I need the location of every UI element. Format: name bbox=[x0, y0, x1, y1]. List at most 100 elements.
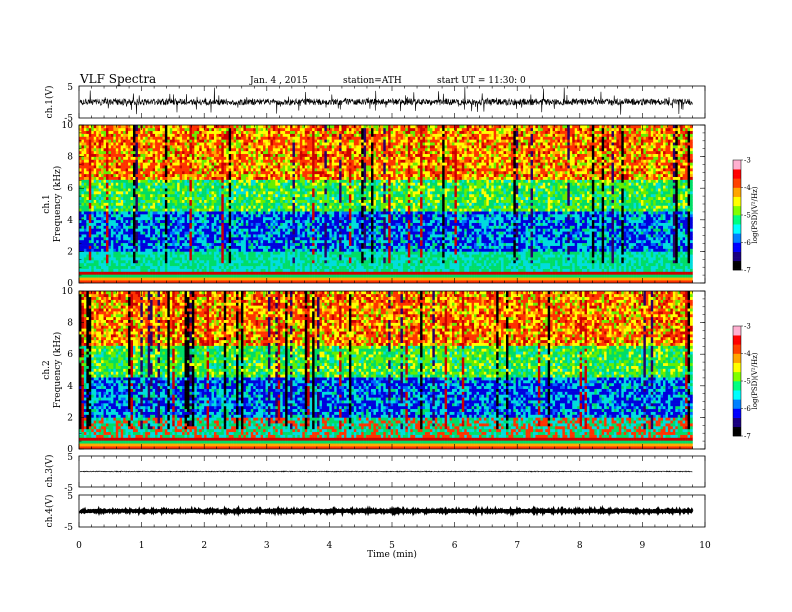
spectrogram-cell bbox=[142, 159, 146, 163]
spectrogram-cell bbox=[108, 147, 112, 152]
spectrogram-cell bbox=[81, 153, 85, 157]
spectrogram-cell bbox=[272, 257, 276, 261]
spectrogram-cell bbox=[233, 173, 237, 178]
spectrogram-cell bbox=[91, 150, 95, 155]
spectrogram-cell bbox=[123, 202, 126, 206]
spectrogram-cell bbox=[191, 277, 195, 281]
spectrogram-cell bbox=[292, 205, 296, 209]
spectrogram-cell bbox=[105, 202, 109, 206]
spectrogram-cell bbox=[265, 239, 269, 244]
spectrogram-cell bbox=[155, 214, 158, 218]
spectrogram-cell bbox=[194, 182, 198, 186]
spectrogram-cell bbox=[231, 182, 234, 186]
spectrogram-cell bbox=[147, 125, 151, 129]
spectrogram-cell bbox=[199, 280, 202, 283]
spectrogram-cell bbox=[174, 176, 178, 180]
spectrogram-cell bbox=[194, 202, 198, 206]
spectrogram-cell bbox=[125, 211, 129, 215]
spectrogram-cell bbox=[270, 147, 274, 152]
spectrogram-cell bbox=[221, 156, 225, 160]
spectrogram-cell bbox=[253, 173, 256, 178]
spectrogram-cell bbox=[150, 127, 153, 132]
spectrogram-cell bbox=[243, 182, 247, 186]
spectrogram-cell bbox=[93, 127, 97, 132]
spectrogram-cell bbox=[123, 271, 126, 275]
spectrogram-cell bbox=[206, 239, 210, 244]
spectrogram-cell bbox=[132, 257, 136, 261]
spectrogram-cell bbox=[245, 280, 249, 283]
spectrogram-cell bbox=[110, 147, 114, 152]
spectrogram-cell bbox=[101, 271, 104, 275]
spectrogram-cell bbox=[145, 193, 149, 198]
spectrogram-cell bbox=[147, 265, 151, 269]
spectrogram-cell bbox=[267, 130, 271, 134]
spectrogram-cell bbox=[248, 159, 252, 163]
spectrogram-cell bbox=[236, 130, 239, 134]
spectrogram-cell bbox=[79, 162, 82, 166]
spectrogram-cell bbox=[172, 185, 175, 189]
spectrogram-cell bbox=[137, 251, 141, 255]
spectrogram-cell bbox=[103, 280, 107, 283]
spectrogram-cell bbox=[216, 234, 220, 238]
spectrogram-cell bbox=[162, 179, 166, 183]
spectrogram-cell bbox=[186, 139, 190, 143]
spectrogram-cell bbox=[93, 145, 97, 149]
spectrogram-cell bbox=[287, 277, 291, 281]
spectrogram-cell bbox=[285, 216, 288, 221]
spectrogram-cell bbox=[135, 176, 139, 180]
spectrogram-cell bbox=[142, 170, 146, 175]
spectrogram-cell bbox=[132, 170, 136, 175]
spectrogram-cell bbox=[147, 193, 151, 198]
spectrogram-cell bbox=[120, 127, 124, 132]
spectrogram-cell bbox=[155, 165, 158, 169]
spectrogram-cell bbox=[174, 179, 178, 183]
spectrogram-cell bbox=[157, 280, 161, 283]
spectrogram-cell bbox=[91, 222, 95, 226]
spectrogram-cell bbox=[86, 127, 90, 132]
spectrogram-cell bbox=[88, 214, 92, 218]
spectrogram-cell bbox=[91, 214, 95, 218]
spectrogram-cell bbox=[243, 254, 247, 258]
spectrogram-cell bbox=[218, 254, 222, 258]
spectrogram-cell bbox=[277, 211, 281, 215]
spectrogram-cell bbox=[250, 216, 254, 221]
spectrogram-cell bbox=[132, 142, 136, 146]
spectrogram-cell bbox=[81, 254, 85, 258]
spectrogram-cell bbox=[93, 251, 97, 255]
spectrogram-cell bbox=[125, 139, 129, 143]
spectrogram-cell bbox=[130, 147, 134, 152]
spectrogram-cell bbox=[213, 168, 217, 172]
spectrogram-cell bbox=[86, 188, 90, 192]
spectrogram-cell bbox=[292, 145, 296, 149]
spectrogram-cell bbox=[216, 185, 220, 189]
spectrogram-cell bbox=[86, 153, 90, 157]
spectrogram-cell bbox=[226, 265, 229, 269]
spectrogram-cell bbox=[113, 257, 117, 261]
spectrogram-cell bbox=[282, 133, 286, 137]
spectrogram-cell bbox=[115, 257, 119, 261]
spectrogram-cell bbox=[201, 208, 205, 212]
spectrogram-cell bbox=[275, 176, 279, 180]
spectrogram-cell bbox=[294, 179, 298, 183]
spectrogram-cell bbox=[228, 280, 232, 283]
spectrogram-cell bbox=[285, 225, 288, 229]
spectrogram-cell bbox=[189, 245, 193, 249]
spectrogram-cell bbox=[189, 168, 193, 172]
spectrogram-cell bbox=[186, 222, 190, 226]
spectrogram-cell bbox=[125, 150, 129, 155]
spectrogram-cell bbox=[152, 156, 156, 160]
spectrogram-cell bbox=[132, 271, 136, 275]
spectrogram-cell bbox=[201, 168, 205, 172]
spectrogram-cell bbox=[155, 251, 158, 255]
spectrogram-cell bbox=[125, 260, 129, 264]
spectrogram-cell bbox=[272, 193, 276, 198]
spectrogram-cell bbox=[155, 133, 158, 137]
spectrogram-cell bbox=[245, 260, 249, 264]
spectrogram-cell bbox=[113, 193, 117, 198]
spectrogram-cell bbox=[228, 265, 232, 269]
spectrogram-cell bbox=[177, 251, 180, 255]
spectrogram-cell bbox=[196, 222, 200, 226]
spectrogram-cell bbox=[196, 179, 200, 183]
spectrogram-cell bbox=[132, 127, 136, 132]
spectrogram-cell bbox=[172, 280, 175, 283]
